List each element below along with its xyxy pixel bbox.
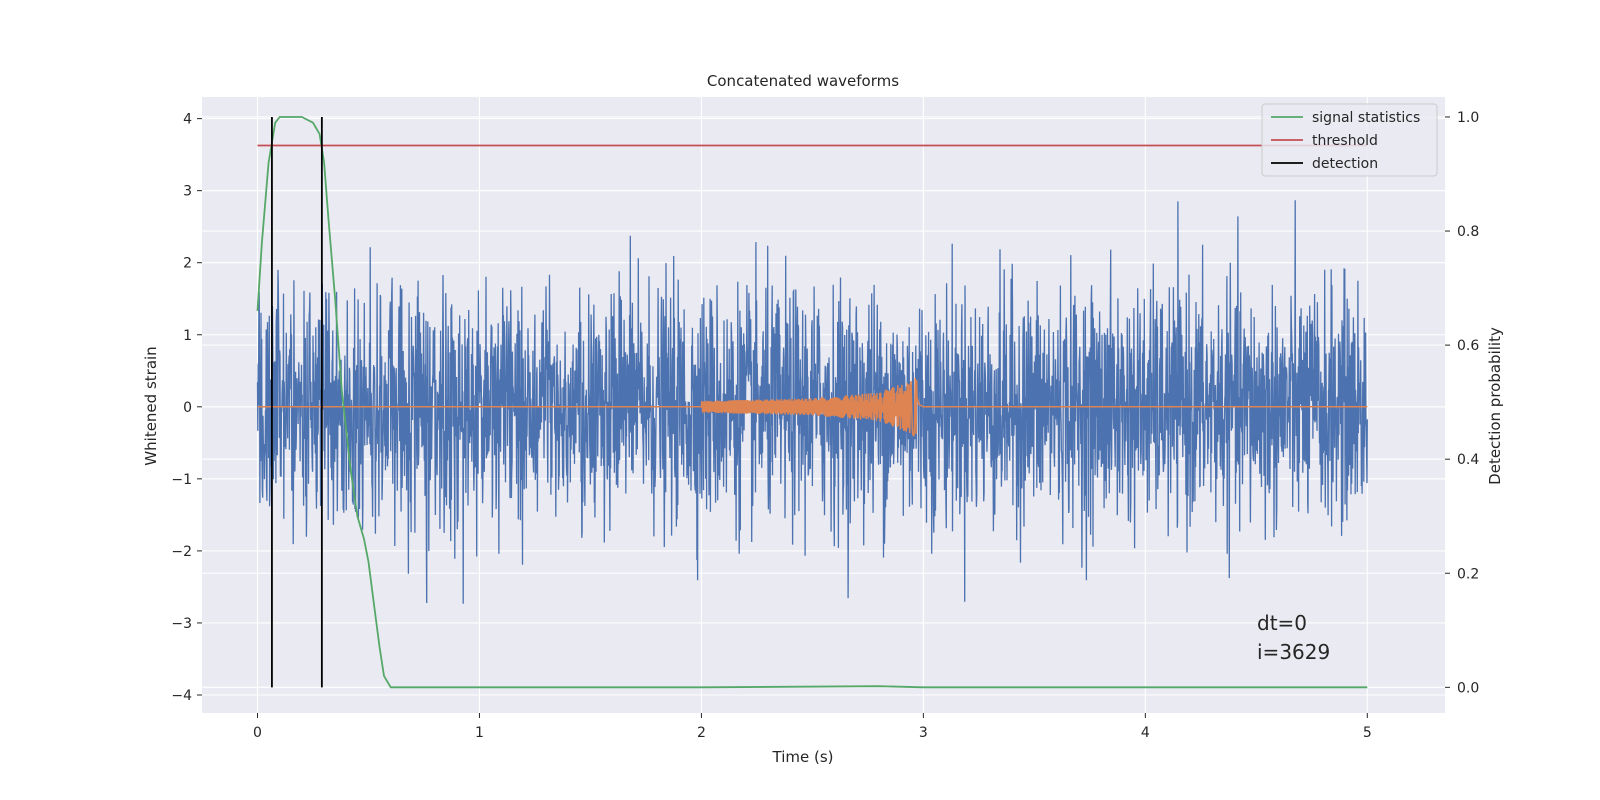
y-right-tick-label: 0.6: [1457, 338, 1479, 354]
legend-label-detection: detection: [1312, 156, 1378, 172]
series-line-signal-statistics: [256, 116, 1368, 689]
y-right-tick-label: 0.8: [1457, 224, 1479, 240]
x-tick-label: 3: [919, 725, 928, 741]
legend-label-signal-statistics: signal statistics: [1312, 110, 1420, 126]
y-axis-label-right: Detection probability: [1486, 327, 1504, 485]
legend-frame: [1261, 103, 1438, 177]
legend: signal statistics threshold detection: [1261, 103, 1438, 177]
series-line-injected-waveform: [257, 377, 1368, 437]
legend-label-threshold: threshold: [1312, 133, 1378, 149]
y-tick-label: −3: [171, 616, 192, 632]
y-right-tick-label: 0.0: [1457, 680, 1479, 696]
y-tick-label: −4: [171, 688, 192, 704]
annotation-dt: dt=0: [1257, 611, 1307, 635]
chart-title: Concatenated waveforms: [707, 72, 899, 90]
x-tick-label: 0: [253, 725, 262, 741]
x-tick-label: 2: [697, 725, 706, 741]
y-tick-label: −1: [171, 472, 192, 488]
y-right-tick-label: 0.4: [1457, 452, 1479, 468]
y-tick-label: 0: [183, 400, 192, 416]
y-tick-label: 4: [183, 112, 192, 128]
x-tick-label: 1: [475, 725, 484, 741]
series-line-whitened-strain: [256, 200, 1368, 604]
y-tick-label: 1: [183, 328, 192, 344]
x-tick-label: 4: [1141, 725, 1150, 741]
y-right-tick-label: 0.2: [1457, 566, 1479, 582]
y-tick-label: −2: [171, 544, 192, 560]
y-tick-label: 3: [183, 184, 192, 200]
y-right-tick-label: 1.0: [1457, 110, 1479, 126]
y-tick-label: 2: [183, 256, 192, 272]
x-axis-label: Time (s): [772, 748, 834, 766]
y-axis-label: Whitened strain: [142, 346, 160, 465]
ticks: 0 1 2 3 4 5 −4 −3 −2 −1 0 1 2 3 4 0.0 0.2 0.4 0.6 0.8 1.0: [171, 110, 1479, 741]
series-layer: [256, 116, 1368, 689]
x-tick-label: 5: [1363, 725, 1372, 741]
annotation-i: i=3629: [1257, 640, 1330, 664]
